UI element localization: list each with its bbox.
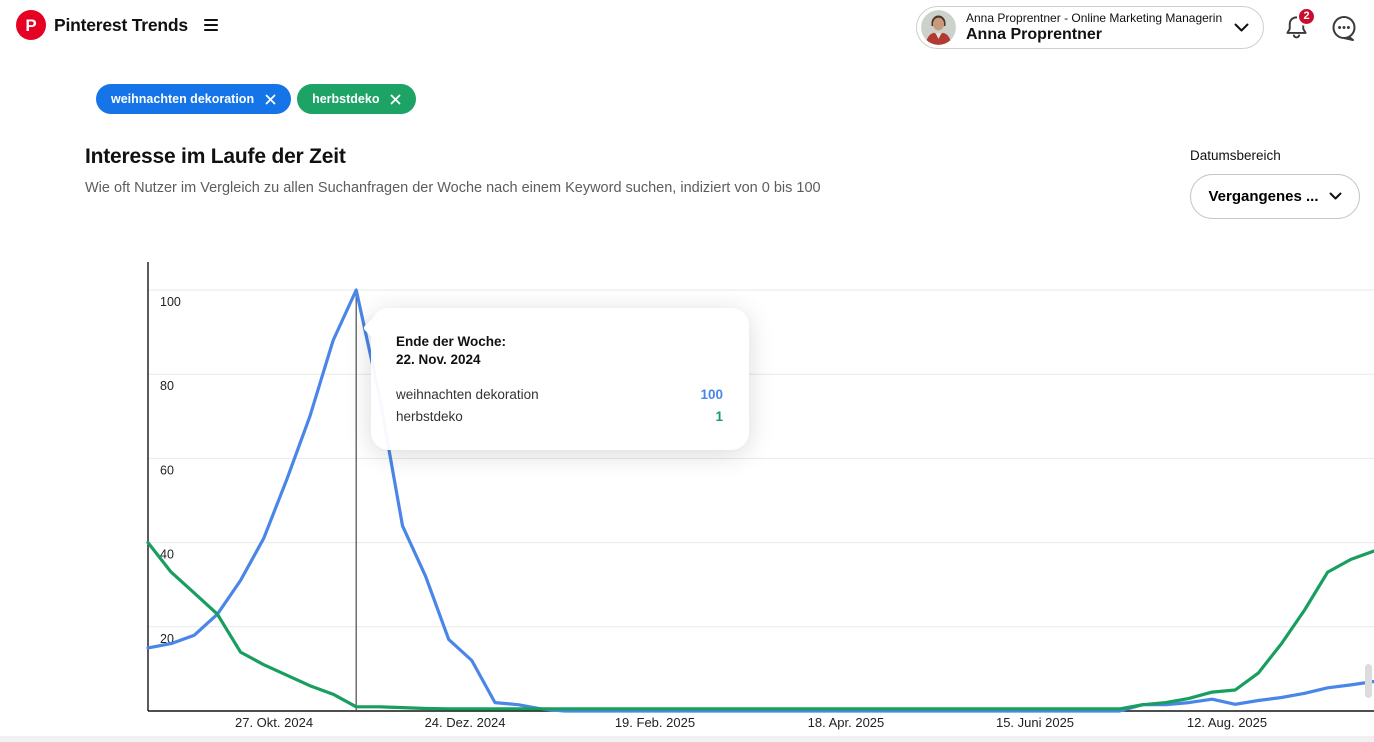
chevron-down-icon: [1329, 192, 1342, 200]
date-range-label: Datumsbereich: [1190, 148, 1281, 163]
date-range-select[interactable]: Vergangenes ...: [1190, 174, 1360, 219]
notification-badge: 2: [1297, 6, 1316, 26]
y-tick-label: 80: [160, 379, 174, 393]
menu-icon[interactable]: [202, 17, 220, 33]
tooltip-series-value: 1: [715, 409, 723, 424]
tooltip-date: 22. Nov. 2024: [396, 352, 481, 367]
x-tick-label: 27. Okt. 2024: [235, 715, 313, 730]
svg-text:P: P: [25, 16, 36, 35]
chip-label: weihnachten dekoration: [111, 92, 255, 106]
x-tick-label: 24. Dez. 2024: [425, 715, 506, 730]
x-tick-label: 12. Aug. 2025: [1187, 715, 1267, 730]
profile-name: Anna Proprentner: [966, 26, 1103, 43]
x-tick-label: 15. Juni 2025: [996, 715, 1074, 730]
tooltip-rows: weihnachten dekoration 100 herbstdeko 1: [396, 384, 723, 428]
chart-tooltip: Ende der Woche: 22. Nov. 2024 weihnachte…: [362, 308, 749, 450]
series-weihnachten-dekoration: [146, 288, 1374, 713]
account-switcher[interactable]: Anna Proprentner - Online Marketing Mana…: [916, 6, 1264, 49]
close-icon[interactable]: [390, 94, 401, 105]
page-bottom-strip: [0, 736, 1374, 742]
notifications-button[interactable]: 2: [1280, 6, 1316, 44]
app-title: Pinterest Trends: [54, 14, 188, 35]
y-tick-label: 100: [160, 295, 181, 309]
y-tick-label: 60: [160, 463, 174, 477]
profile-role: Anna Proprentner - Online Marketing Mana…: [966, 11, 1223, 25]
profile-text: Anna Proprentner - Online Marketing Mana…: [966, 11, 1234, 44]
x-tick-label: 19. Feb. 2025: [615, 715, 695, 730]
chat-icon: [1332, 15, 1356, 41]
close-icon[interactable]: [265, 94, 276, 105]
tooltip-series-label: herbstdeko: [396, 409, 463, 424]
chevron-down-icon: [1234, 23, 1249, 31]
keyword-chip-weihnachten-dekoration[interactable]: weihnachten dekoration: [96, 84, 292, 114]
tooltip-series-value: 100: [700, 387, 723, 402]
messages-button[interactable]: [1328, 12, 1360, 44]
vertical-scrollbar[interactable]: [1365, 664, 1372, 698]
brand: P Pinterest Trends: [16, 10, 220, 40]
series-herbstdeko: [146, 540, 1374, 711]
x-tick-label: 18. Apr. 2025: [808, 715, 885, 730]
avatar: [921, 10, 956, 45]
tooltip-row: herbstdeko 1: [396, 406, 723, 428]
keyword-chip-herbstdeko[interactable]: herbstdeko: [297, 84, 417, 114]
chip-label: herbstdeko: [312, 92, 380, 106]
page-subtitle: Wie oft Nutzer im Vergleich zu allen Suc…: [85, 180, 821, 196]
page-title: Interesse im Laufe der Zeit: [85, 145, 346, 168]
tooltip-row: weihnachten dekoration 100: [396, 384, 723, 406]
pinterest-logo[interactable]: P: [16, 10, 46, 40]
tooltip-title: Ende der Woche:: [396, 334, 507, 349]
y-tick-label: 40: [160, 548, 174, 562]
header-actions: Anna Proprentner - Online Marketing Mana…: [916, 6, 1360, 49]
date-range-value: Vergangenes ...: [1208, 188, 1319, 205]
tooltip-series-label: weihnachten dekoration: [396, 387, 539, 402]
keyword-chips: weihnachten dekoration herbstdeko: [96, 84, 417, 114]
